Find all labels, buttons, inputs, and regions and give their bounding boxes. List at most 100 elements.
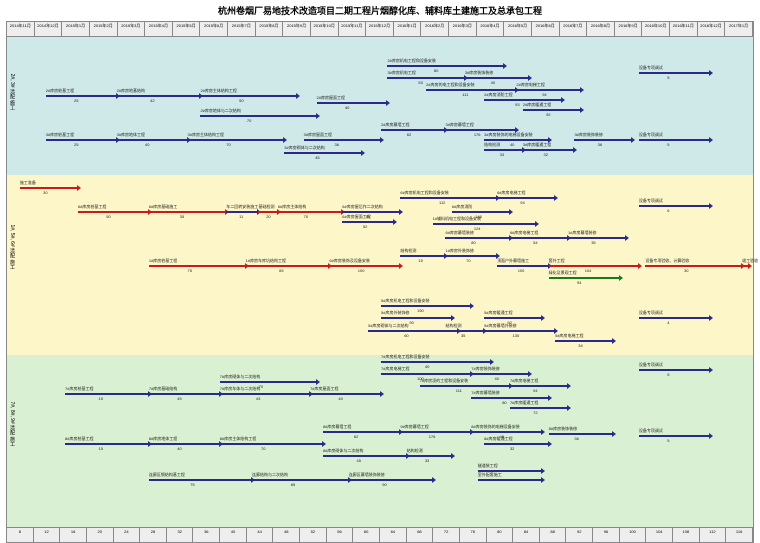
task-duration: 70 [226,142,230,147]
task-label: 7#库房装饰装修 [471,366,499,372]
task-duration: 36 [335,142,339,147]
footer-cell: 52 [300,528,327,542]
task-label: 6#库房桩基工程 [78,204,106,210]
gantt-task: 结构检测35 [445,330,484,332]
task-label: 3#库房砌体与二次结构 [284,145,324,151]
gantt-task: 3#库房装饰装修36 [574,139,632,141]
task-duration: 124 [474,226,481,231]
footer-cell: 36 [193,528,220,542]
gantt-task: 1#辅料机电工程和设备安装124 [433,223,536,225]
task-duration: 52 [363,224,367,229]
gantt-task: 2#库房地体与二次结构70 [200,115,316,117]
gantt-task: 6#库房电梯工程54 [510,237,568,239]
task-label: 1#辅料机电工程和设备安装 [433,216,481,222]
task-label: 顶面户外幕墙施工 [497,258,529,264]
task-duration: 92 [546,112,550,117]
task-duration: 40 [510,142,514,147]
gantt-task: 2#库房桩基工程25 [46,95,117,97]
task-label: 2#库房地基结构 [117,88,145,94]
task-duration: 94 [533,388,537,393]
footer-cell: 8 [7,528,34,542]
task-label: 6#库房基础施工 [149,204,177,210]
gantt-task: 7#库房暖通工程72 [510,407,568,409]
gantt-task: 6#库房机电工程和设备安装112 [400,197,497,199]
month-cell: 2016年10月 [642,22,670,36]
gantt-task: 7#库房装饰装修40 [471,373,529,375]
task-duration: 90 [409,320,413,325]
month-cell: 2015年5月 [173,22,201,36]
task-label: 8#库房幕墙工程 [323,424,351,430]
gantt-task: 7#库房电梯工程94 [510,385,568,387]
task-duration: 150 [417,308,424,313]
month-cell: 2016年8月 [587,22,615,36]
task-duration: 33 [500,152,504,157]
month-cell: 2016年2月 [421,22,449,36]
gantt-task: 3#库房地体工程40 [117,139,188,141]
task-label: 2#库房地体与二次结构 [200,108,240,114]
gantt-task: 6#库房装饰及设备安装100 [329,265,400,267]
task-label: 8#库房装饰的电梯设备安装 [471,424,519,430]
gantt-task: 2#库房机电工程和设备安装80 [387,65,503,67]
month-cell: 2015年10月 [311,22,339,36]
task-duration: 40 [145,142,149,147]
task-label: 3#库房暖通工程 [523,142,551,148]
task-duration: 36 [574,436,578,441]
task-label: 施工准备 [20,180,36,186]
task-duration: 176 [474,132,481,137]
task-duration: 32 [510,446,514,451]
task-label: 2#库房机电工程和设备安装 [387,58,435,64]
task-label: 2#库房桩基工程 [46,88,74,94]
gantt-task: 结构检测33 [407,455,452,457]
task-duration: 70 [247,118,251,123]
gantt-task: 6#库房主体结构70 [278,211,342,213]
gantt-task: 3#库房机电工程53 [387,77,464,79]
task-duration: 94 [577,280,581,285]
month-cell: 2016年3月 [449,22,477,36]
gantt-task: 3#库房屋面工程36 [304,139,381,141]
task-label: 结构检测 [400,248,416,254]
gantt-task: 套外工程104 [549,265,639,267]
task-label: 6#库房装饰及设备安装 [329,258,369,264]
gantt-task: 竣工验收 [742,265,748,267]
footer-cell: 92 [566,528,593,542]
gantt-task: 设备专项调试5 [639,72,710,74]
task-label: 1#库房幕墙装修 [568,230,596,236]
task-label: 设备专项调试 [639,310,663,316]
task-label: 7#库房车体与二次结构 [220,386,260,392]
gantt-task: 5#库房幕墙外装修130 [484,330,555,332]
task-duration: 65 [291,482,295,487]
gantt-task: 6#库房屋面工程52 [342,221,394,223]
task-duration: 70 [304,214,308,219]
gantt-task: 2#库房电梯工程94 [516,89,580,91]
task-duration: 111 [456,388,462,393]
footer-cell: 84 [513,528,540,542]
task-label: 7#库房基础结构 [149,386,177,392]
gantt-task: 8#库房装饰的电梯设备安装40 [471,431,542,433]
task-duration: 60 [404,333,408,338]
task-label: 5#库房幕墙外装修 [484,323,516,329]
gantt-task: 7#库房砌体与二次结构70 [220,381,317,383]
month-cell: 2016年5月 [504,22,532,36]
task-label: 结构检测 [484,142,500,148]
task-duration: 15 [418,258,422,263]
gantt-task: 7#库房桩基工程15 [65,393,149,395]
task-duration: 45 [315,155,319,160]
gantt-task: 5#库房电梯工程34 [555,340,613,342]
task-duration: 112 [439,200,445,205]
task-label: 连廊区钢结构基工程 [149,472,185,478]
month-cell: 2016年7月 [560,22,588,36]
task-duration: 75 [190,482,194,487]
task-duration: 94 [520,200,524,205]
month-cell: 2015年4月 [145,22,173,36]
gantt-task: 2#库房屋面工程40 [317,102,388,104]
task-label: 设备专项调试 [639,362,663,368]
month-cell: 2015年7月 [228,22,256,36]
gantt-task: 3#库房主体结构工程70 [188,139,285,141]
footer-cell: 48 [273,528,300,542]
task-duration: 53 [418,80,422,85]
task-label: 6#库房屋面工程 [342,214,370,220]
task-label: 2#库房的电工程和设备安装 [426,82,474,88]
gantt-task: 7#库房屋面工程40 [310,393,381,395]
gantt-task: 6#库房消防146 [452,211,510,213]
task-duration: 75 [188,268,192,273]
